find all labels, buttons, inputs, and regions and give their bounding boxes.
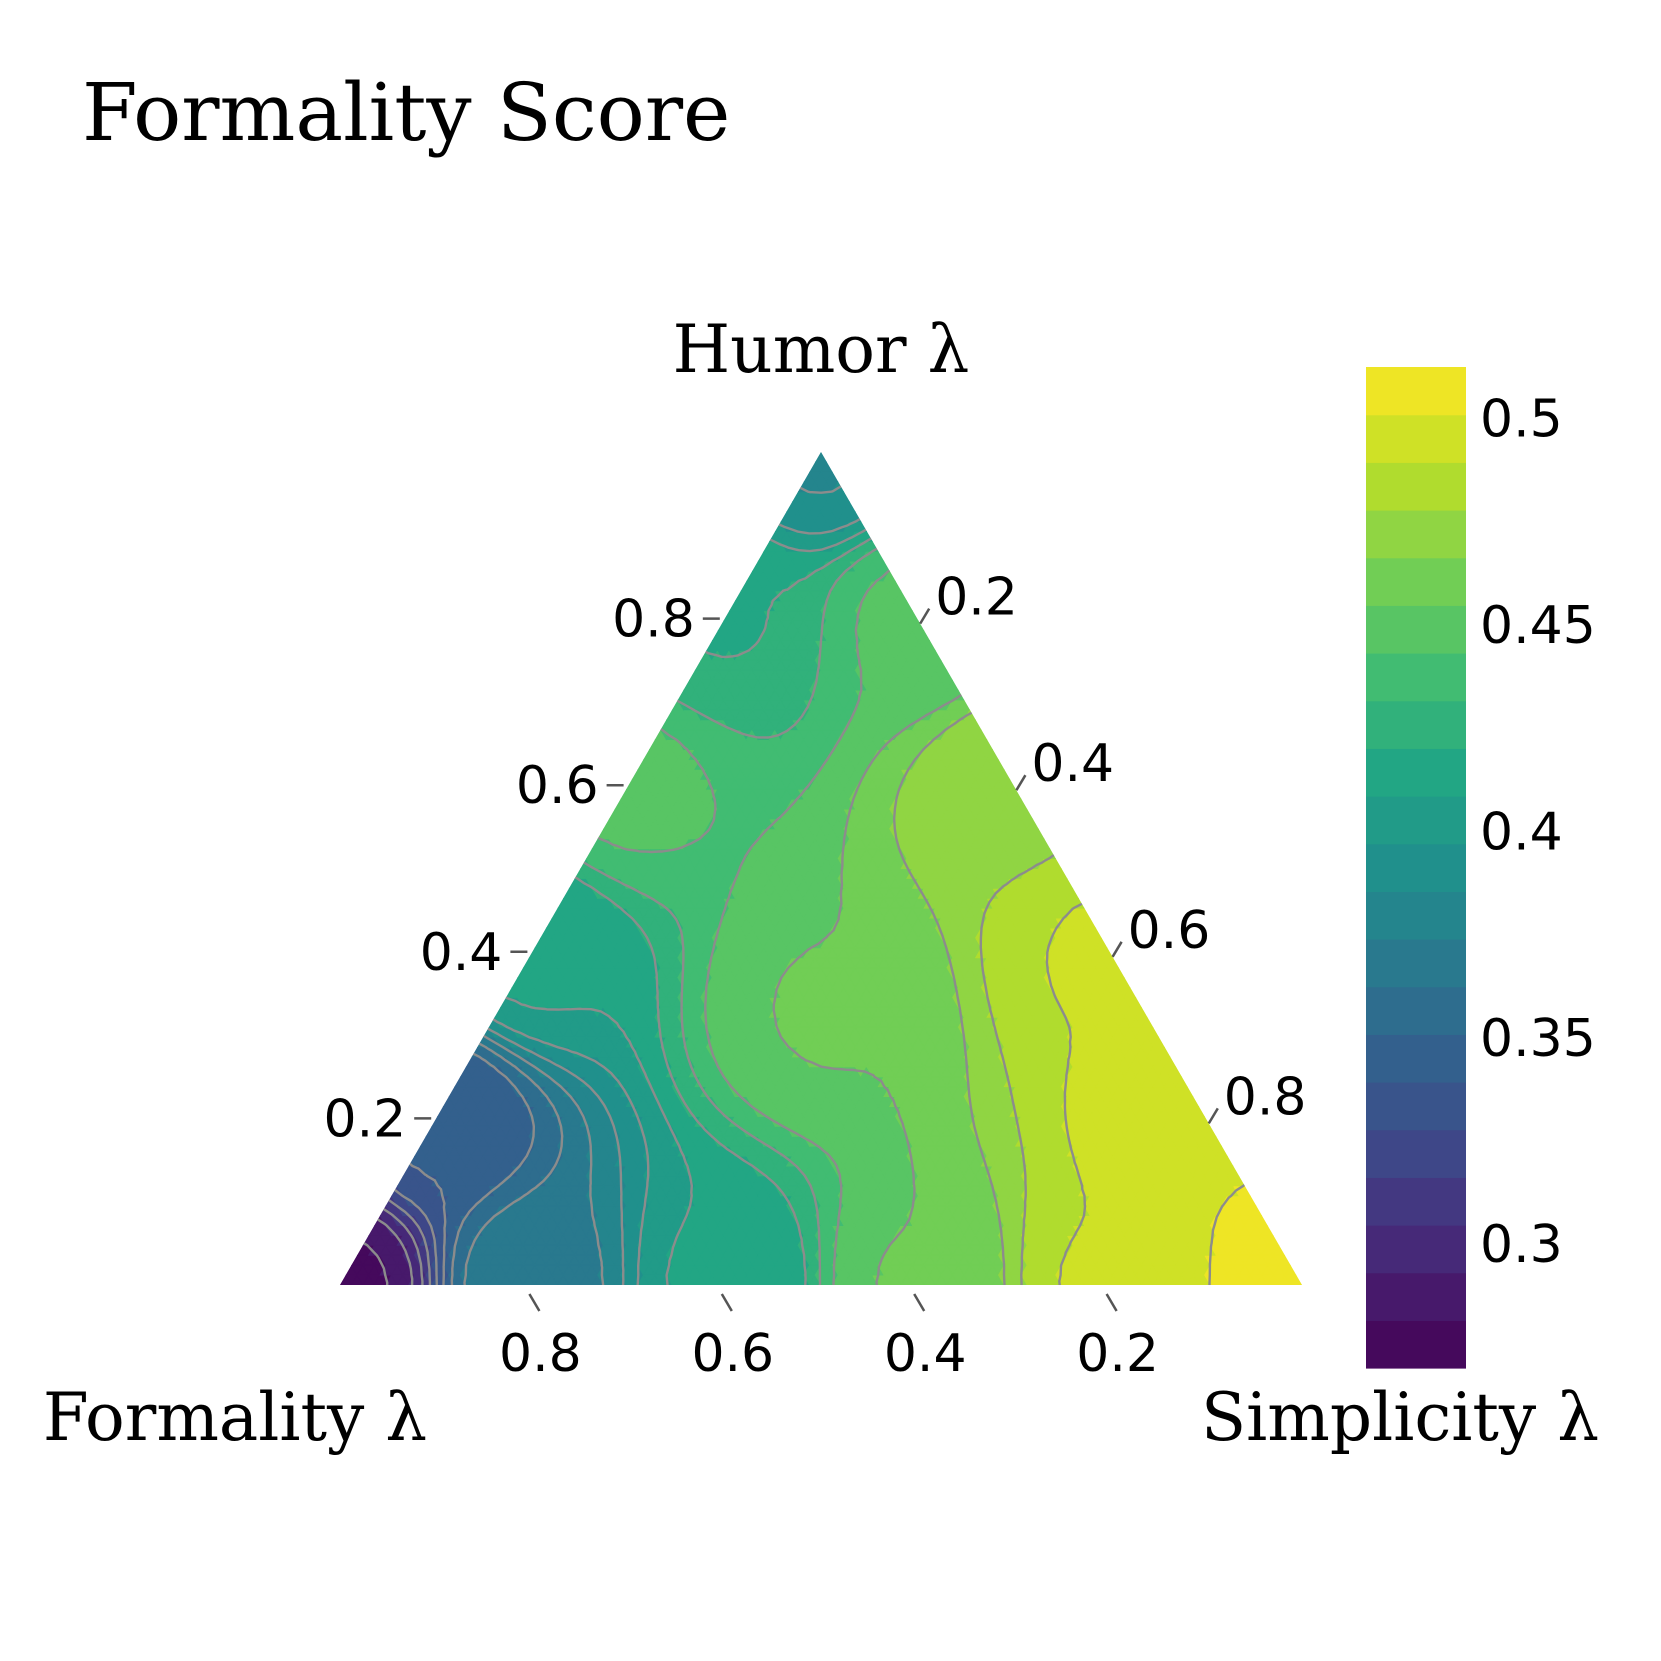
ternary-plot: 0.80.60.40.20.20.40.60.80.8 0.6 0.4 0.2 (323, 452, 1307, 1384)
contour-fill (340, 452, 1302, 1285)
contour-cell (1284, 1264, 1298, 1276)
chart-title: Formality Score (82, 66, 730, 159)
contour-cell (1278, 1254, 1292, 1266)
contour-cell (1289, 1274, 1302, 1285)
